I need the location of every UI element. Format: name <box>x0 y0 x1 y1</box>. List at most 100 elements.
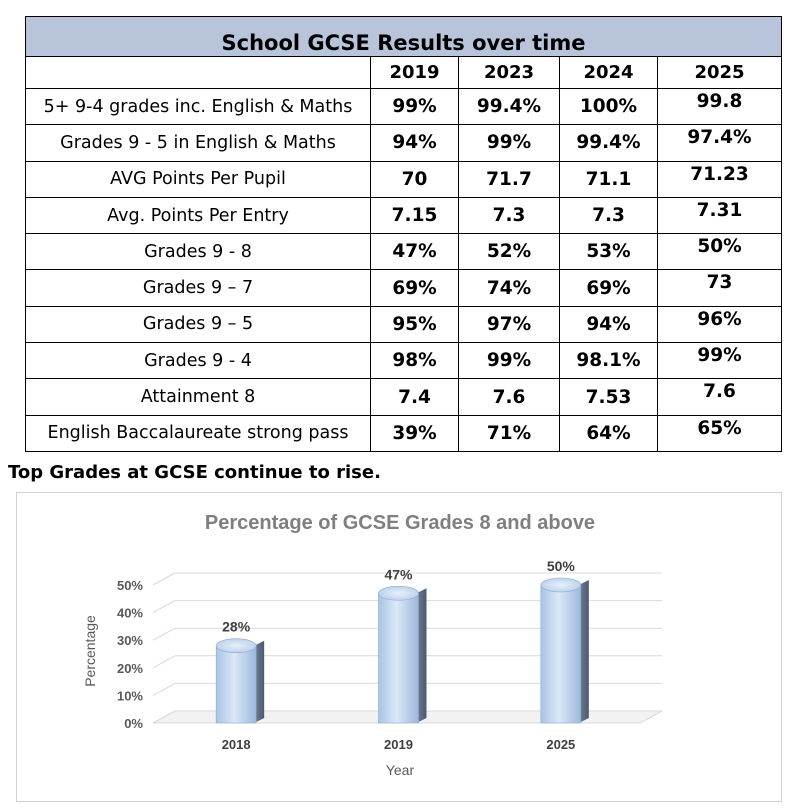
table-cell: 53% <box>559 233 658 271</box>
bar <box>378 585 427 724</box>
table-row: Grades 9 – 7 69% 74% 69% 73 <box>25 269 783 307</box>
bar-body <box>378 592 419 724</box>
headline: Top Grades at GCSE continue to rise. <box>8 462 381 483</box>
row-label: Avg. Points Per Entry <box>25 196 371 235</box>
table-cell: 99% <box>370 87 459 126</box>
header-year: 2023 <box>458 56 560 89</box>
table-cell: 99% <box>458 124 560 162</box>
row-label: Attainment 8 <box>25 378 371 416</box>
table-row: Grades 9 - 4 98% 99% 98.1% 99% <box>25 342 783 380</box>
table-cell: 7.4 <box>370 378 459 416</box>
row-label: Grades 9 - 5 in English & Maths <box>25 124 371 162</box>
grid-line <box>152 627 176 641</box>
table-cell: 99% <box>656 342 783 380</box>
table-cell: 100% <box>559 87 658 126</box>
table-cell: 71.7 <box>458 160 560 198</box>
grid-line <box>152 682 176 696</box>
table-row: Grades 9 - 8 47% 52% 53% 50% <box>25 233 783 271</box>
results-table: School GCSE Results over time 2019 2023 … <box>24 16 783 452</box>
chart-area: Percentage of GCSE Grades 8 and above 0%… <box>16 492 782 802</box>
table-cell: 99.4% <box>559 124 658 162</box>
table-cell: 97% <box>458 305 560 344</box>
table-cell: 94% <box>559 305 658 344</box>
y-tick-label: 20% <box>117 661 143 676</box>
y-axis-title: Percentage <box>82 615 98 687</box>
table-cell: 71% <box>458 414 560 452</box>
data-label: 28% <box>222 619 251 635</box>
bar <box>540 577 589 724</box>
table-cell: 98.1% <box>559 342 658 380</box>
row-label: English Baccalaureate strong pass <box>25 414 371 452</box>
bar-body <box>215 645 257 724</box>
table-header-row: 2019 2023 2024 2025 <box>25 56 783 89</box>
table-cell: 97.4% <box>656 124 783 162</box>
table-cell: 96% <box>656 305 783 344</box>
y-tick-label: 50% <box>117 578 143 593</box>
table-cell: 7.15 <box>370 196 459 235</box>
table-row: Grades 9 – 5 95% 97% 94% 96% <box>25 305 783 344</box>
header-blank <box>25 56 371 89</box>
row-label: Grades 9 - 4 <box>25 342 371 380</box>
table-cell: 99% <box>458 342 560 380</box>
table-title: School GCSE Results over time <box>24 16 783 57</box>
table-cell: 99.4% <box>458 87 560 126</box>
header-year: 2025 <box>656 56 783 89</box>
chart-title: Percentage of GCSE Grades 8 and above <box>205 512 595 534</box>
bar-body <box>540 584 582 724</box>
x-axis-title: Year <box>386 762 415 778</box>
grid-line <box>152 572 176 586</box>
table-cell: 7.53 <box>559 378 658 416</box>
bar-top <box>540 577 582 593</box>
x-tick-label: 2018 <box>222 737 251 752</box>
row-label: AVG Points Per Pupil <box>25 160 371 198</box>
table-row: Attainment 8 7.4 7.6 7.53 7.6 <box>25 378 783 416</box>
table-cell: 7.3 <box>559 196 658 235</box>
row-label: Grades 9 – 5 <box>25 305 371 344</box>
table-cell: 7.6 <box>458 378 560 416</box>
table-cell: 7.3 <box>458 196 560 235</box>
table-cell: 73 <box>656 269 783 307</box>
row-label: Grades 9 - 8 <box>25 233 371 271</box>
row-label: Grades 9 – 7 <box>25 269 371 307</box>
bar-chart: Percentage of GCSE Grades 8 and above 0%… <box>82 512 663 778</box>
table-cell: 50% <box>656 233 783 271</box>
table-cell: 65% <box>656 414 783 452</box>
table-cell: 71.23 <box>656 160 783 198</box>
grid-line <box>152 600 176 614</box>
header-year: 2019 <box>370 56 459 89</box>
data-label: 50% <box>547 558 576 574</box>
table-cell: 39% <box>370 414 459 452</box>
y-tick-label: 10% <box>117 688 143 703</box>
grid-line <box>152 655 176 669</box>
table-row: 5+ 9-4 grades inc. English & Maths 99% 99.… <box>25 87 783 126</box>
table-cell: 69% <box>370 269 459 307</box>
table-cell: 99.8 <box>656 87 783 126</box>
bar-side <box>578 580 589 723</box>
x-tick-label: 2025 <box>546 737 575 752</box>
table-cell: 98% <box>370 342 459 380</box>
bar-side <box>254 640 265 723</box>
y-tick-label: 40% <box>117 606 143 621</box>
bar-top <box>378 585 419 601</box>
table-cell: 52% <box>458 233 560 271</box>
table-cell: 71.1 <box>559 160 658 198</box>
table-row: Avg. Points Per Entry 7.15 7.3 7.3 7.31 <box>25 196 783 235</box>
table-cell: 94% <box>370 124 459 162</box>
table-cell: 95% <box>370 305 459 344</box>
table-cell: 64% <box>559 414 658 452</box>
table-row: AVG Points Per Pupil 70 71.7 71.1 71.23 <box>25 160 783 198</box>
y-tick-label: 0% <box>124 716 143 731</box>
table-cell: 74% <box>458 269 560 307</box>
table-row: Grades 9 - 5 in English & Maths 94% 99% 99.… <box>25 124 783 162</box>
table-cell: 69% <box>559 269 658 307</box>
data-label: 47% <box>384 566 413 582</box>
header-year: 2024 <box>559 56 658 89</box>
y-tick-label: 30% <box>117 633 143 648</box>
x-tick-label: 2019 <box>384 737 413 752</box>
table-row: English Baccalaureate strong pass 39% 71% 6… <box>25 414 783 452</box>
row-label: 5+ 9-4 grades inc. English & Maths <box>25 87 371 126</box>
bar-top <box>215 638 257 654</box>
table-cell: 70 <box>370 160 459 198</box>
table-cell: 7.6 <box>656 378 783 416</box>
bar <box>215 638 265 724</box>
